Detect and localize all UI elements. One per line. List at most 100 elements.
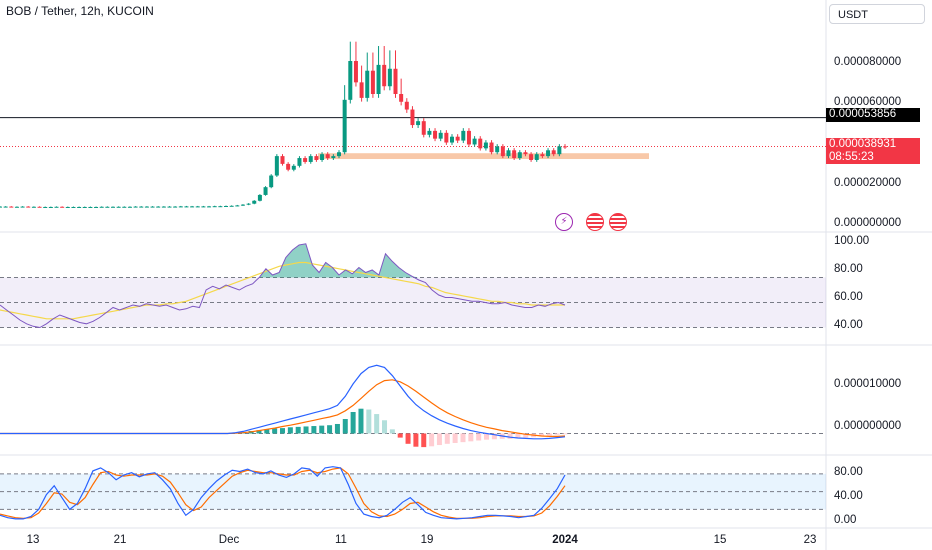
candle-body (546, 150, 551, 157)
lightning-icon[interactable]: ⚡ (555, 213, 573, 231)
candle-body (529, 154, 534, 160)
price-tick-label: 0.000060000 (834, 96, 901, 108)
candle-body (274, 156, 279, 176)
macd-histogram-bar (554, 433, 560, 435)
candle-body (404, 101, 409, 110)
macd-tick-label: 0.000010000 (834, 378, 901, 390)
candle-body (433, 130, 438, 139)
stoch-tick-label: 0.00 (834, 514, 856, 526)
current-price-value: 0.000038931 (829, 138, 897, 150)
candle-body (99, 206, 104, 208)
candle-body (167, 206, 172, 208)
current-price-badge: 0.000038931 08:55:23 (826, 138, 920, 164)
candle-body (94, 206, 99, 208)
candle-body (489, 142, 494, 153)
time-tick-label: 2024 (552, 534, 578, 546)
macd-tick-label: 0.000000000 (834, 420, 901, 432)
candle-body (240, 204, 245, 206)
candle-body (523, 152, 528, 155)
rsi-overbought-fill (0, 243, 565, 278)
candle-body (127, 206, 132, 208)
candle-body (427, 130, 432, 135)
candle-body (466, 130, 471, 145)
candle-body (297, 158, 302, 166)
macd-histogram-bar (444, 433, 450, 444)
candle-body (3, 206, 8, 208)
macd-histogram-bar (491, 433, 497, 440)
macd-histogram-bar (405, 433, 411, 444)
candle-body (263, 187, 268, 195)
candle-body (0, 206, 2, 208)
macd-histogram-bar (382, 420, 388, 434)
macd-histogram-bar (327, 425, 333, 434)
time-tick-label: 21 (114, 534, 127, 546)
candle-body (65, 206, 70, 208)
candle-body (410, 109, 415, 126)
macd-histogram-bar (421, 433, 427, 448)
macd-histogram-bar (272, 428, 278, 434)
macd-histogram-bar (256, 430, 262, 434)
macd-histogram-bar (319, 425, 325, 434)
stoch-k-line (0, 466, 566, 520)
candle-body (337, 152, 341, 157)
macd-histogram-bar (538, 433, 544, 437)
macd-histogram-bar (546, 433, 552, 436)
candle-body (342, 99, 347, 153)
candle-body (235, 205, 240, 207)
candle-body (308, 156, 313, 162)
candle-body (387, 68, 392, 87)
candle-body (286, 163, 291, 170)
macd-histogram-bar (429, 433, 435, 447)
candle-body (133, 206, 138, 208)
candle-body (483, 142, 488, 149)
candle-body (173, 206, 178, 208)
candle-body (82, 206, 87, 208)
time-tick-label: 23 (804, 534, 817, 546)
macd-histogram-bar (264, 429, 270, 434)
candle-body (218, 206, 223, 208)
candle-body (495, 146, 500, 153)
macd-histogram-bar (358, 408, 364, 434)
time-tick-label: 11 (335, 534, 347, 546)
candle-body (291, 165, 296, 170)
macd-line (0, 364, 566, 440)
candle-body (212, 206, 217, 208)
candle-body (111, 206, 115, 208)
macd-histogram-bar (303, 426, 309, 434)
candle-body (77, 206, 82, 208)
macd-histogram-bar (280, 428, 285, 434)
candle-body (444, 132, 449, 143)
macd-histogram-bar (436, 433, 442, 446)
candle-body (461, 130, 466, 141)
macd-histogram-bar (460, 433, 466, 443)
candle-body (303, 158, 308, 162)
candle-body (348, 61, 353, 100)
candle-body (60, 206, 65, 208)
us-flag-icon[interactable] (609, 213, 627, 231)
candle-body (393, 68, 398, 94)
candle-body (325, 154, 330, 159)
chart-title: BOB / Tether, 12h, KUCOIN (6, 4, 154, 18)
us-flag-icon[interactable] (586, 213, 604, 231)
candle-body (156, 206, 161, 208)
candle-body (421, 121, 426, 135)
macd-histogram-bar (507, 433, 513, 439)
currency-selector[interactable]: USDT (829, 4, 925, 24)
price-tick-label: 0.000020000 (834, 177, 901, 189)
candle-body (438, 132, 443, 139)
candle-body (320, 154, 325, 160)
countdown-timer: 08:55:23 (829, 151, 874, 163)
time-tick-label: 19 (421, 534, 434, 546)
macd-histogram-bar (468, 433, 474, 442)
candle-body (150, 206, 155, 208)
candle-body (370, 70, 375, 94)
time-tick-label: Dec (219, 534, 240, 546)
macd-histogram-bar (452, 433, 458, 443)
candle-body (139, 206, 144, 208)
candle-body (224, 206, 228, 208)
candle-body (37, 206, 42, 208)
candle-body (161, 206, 166, 208)
candle-body (71, 206, 76, 208)
stoch-tick-label: 80.00 (834, 466, 863, 478)
